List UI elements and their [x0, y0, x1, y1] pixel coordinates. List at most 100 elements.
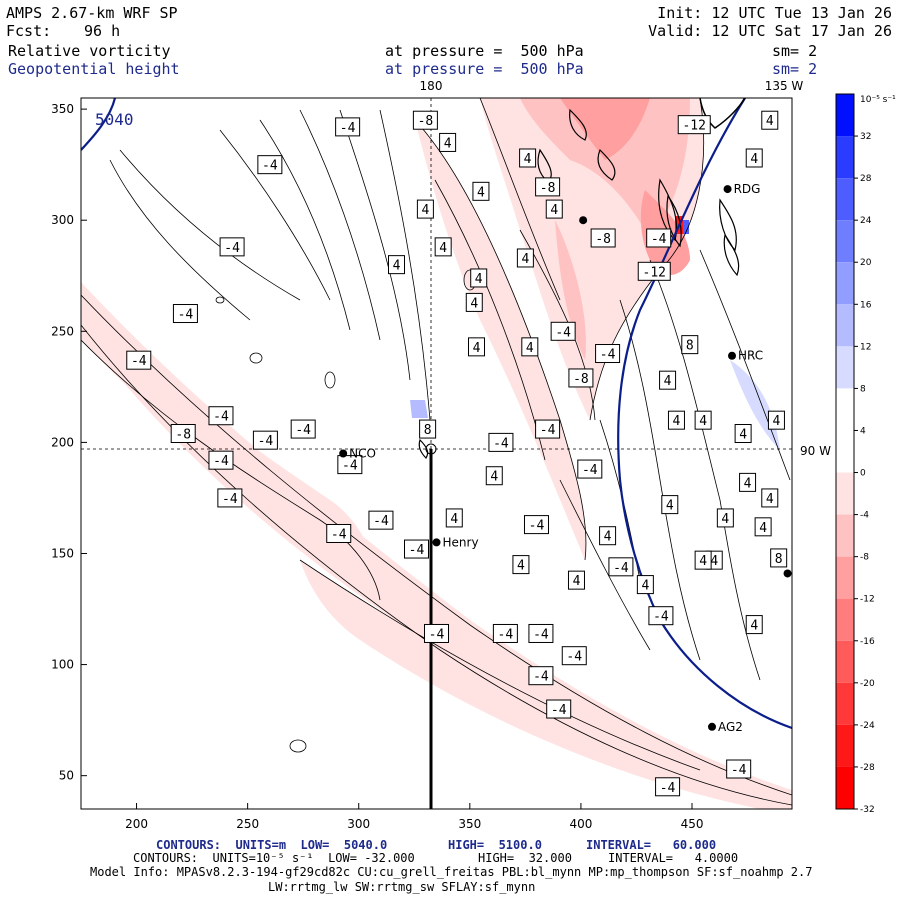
contour-label-box: [637, 261, 671, 281]
contour-label-text: -4: [613, 561, 629, 576]
contour-label: -4: [208, 406, 234, 426]
contour-label-box: [208, 450, 234, 470]
contour-label-text: -4: [222, 492, 238, 507]
contour-label-text: -4: [213, 454, 229, 469]
station-label: AG2: [718, 720, 743, 734]
contour-label: -4: [290, 419, 316, 439]
field2-level: at pressure = 500 hPa: [385, 60, 584, 78]
vorticity-band-lower: [300, 560, 792, 809]
contour-label: 4: [519, 148, 537, 168]
contour-label-box: [445, 508, 463, 528]
contour-labels: -4 -4 4 -8 -8 -12 4 4 4 4 4 4 -4 4 4 4 4 -8 -4 -12 -4 4 4 4 -4 -4…: [126, 110, 788, 797]
contour-label: -12: [677, 115, 711, 135]
contour-label: 8: [419, 419, 437, 439]
contour-label-text: 4: [421, 203, 429, 218]
contour-label-text: -4: [493, 436, 509, 451]
contour-label-text: -4: [540, 423, 556, 438]
contour-label: -4: [528, 666, 554, 686]
colorbar-tick-label: -12: [860, 595, 875, 605]
contour-label-box: [655, 777, 681, 797]
contour-label-text: -4: [262, 159, 278, 174]
contour-label-box: [568, 368, 594, 388]
contour-label: -8: [590, 228, 616, 248]
contour-label: 4: [694, 550, 712, 570]
contour-label-text: 4: [699, 414, 707, 429]
contour-label: -4: [368, 510, 394, 530]
height-contour-high: HIGH= 5100.0: [448, 838, 542, 852]
contour-label: -12: [637, 261, 671, 281]
contour-label: -4: [208, 450, 234, 470]
stations: NCO Henry RDG HRC AG2: [339, 182, 792, 734]
field1-smoothing: sm= 2: [772, 42, 818, 60]
contour-label: -4: [488, 432, 514, 452]
contour-label-box: [257, 155, 283, 175]
contour-label-box: [716, 508, 734, 528]
contour-label-box: [761, 110, 779, 130]
contour-label: -4: [561, 646, 587, 666]
contour-label-text: -4: [342, 459, 358, 474]
contour-label-box: [661, 495, 679, 515]
model-title: AMPS 2.67-km WRF SP: [6, 4, 178, 22]
contour-label: 4: [416, 199, 434, 219]
station-marker: [579, 216, 588, 225]
contour-label-text: -4: [651, 232, 667, 247]
contour-label-box: [648, 606, 674, 626]
colorbar-tick-label: 28: [860, 174, 872, 184]
contour-label: -8: [412, 110, 438, 130]
contour-label: 4: [761, 110, 779, 130]
contour-label-box: [659, 370, 677, 390]
contour-label: 4: [761, 488, 779, 508]
contour-label-text: 4: [604, 530, 612, 545]
contour-label-box: [745, 148, 763, 168]
colorbar-tick-label: 32: [860, 132, 871, 142]
contour-label-box: [745, 615, 763, 635]
contour-label: 4: [659, 370, 677, 390]
contour-label: 4: [512, 555, 530, 575]
colorbar-tick-label: -24: [860, 721, 875, 731]
contour-label-box: [590, 228, 616, 248]
contour-label-text: 4: [439, 241, 447, 256]
contour-label-text: -4: [498, 627, 514, 642]
contour-label-box: [219, 237, 245, 257]
parallel-90w-label: 90 W: [800, 444, 831, 458]
contour-label: 4: [472, 181, 490, 201]
vorticity-contour-interval: INTERVAL= 4.0000: [608, 851, 739, 865]
x-axis: 200 250 300 350 400 450: [125, 803, 703, 831]
contour-label-text: -4: [600, 348, 616, 363]
contour-label-text: 4: [744, 476, 752, 491]
contour-label-text: 4: [641, 579, 649, 594]
station: HRC: [728, 349, 763, 363]
contour-label: -4: [523, 515, 549, 535]
colorbar-frame: [835, 93, 855, 810]
contour-label: -4: [217, 488, 243, 508]
contour-label-box: [217, 488, 243, 508]
contour-label: -4: [646, 228, 672, 248]
contour-label-box: [335, 117, 361, 137]
contour-label-text: -4: [731, 763, 747, 778]
meridian-135w-label: 135 W: [765, 79, 804, 93]
contour-label-box: [337, 455, 363, 475]
contour-label: 4: [767, 410, 785, 430]
contour-label-box: [767, 410, 785, 430]
contour-label-text: -4: [295, 423, 311, 438]
contour-label-box: [739, 472, 757, 492]
contour-label-box: [170, 424, 196, 444]
contour-label-text: 4: [739, 428, 747, 443]
contour-label-text: 4: [666, 499, 674, 514]
contour-label: 4: [567, 570, 585, 590]
contour-label-box: [439, 132, 457, 152]
plot-frame: [80, 97, 793, 810]
contour-label: 4: [745, 615, 763, 635]
contour-label: -8: [170, 424, 196, 444]
station: Henry: [432, 535, 479, 549]
contour-label: 4: [521, 337, 539, 357]
contour-label-text: 4: [517, 559, 525, 574]
contour-label: -4: [546, 699, 572, 719]
colorbar-swatch: [836, 136, 854, 179]
contour-label: 4: [636, 575, 654, 595]
y-tick-label: 50: [59, 769, 74, 783]
x-tick-label: 450: [681, 817, 704, 831]
contour-label-box: [561, 646, 587, 666]
station-marker: [723, 185, 732, 194]
contour-label: -4: [492, 623, 518, 643]
